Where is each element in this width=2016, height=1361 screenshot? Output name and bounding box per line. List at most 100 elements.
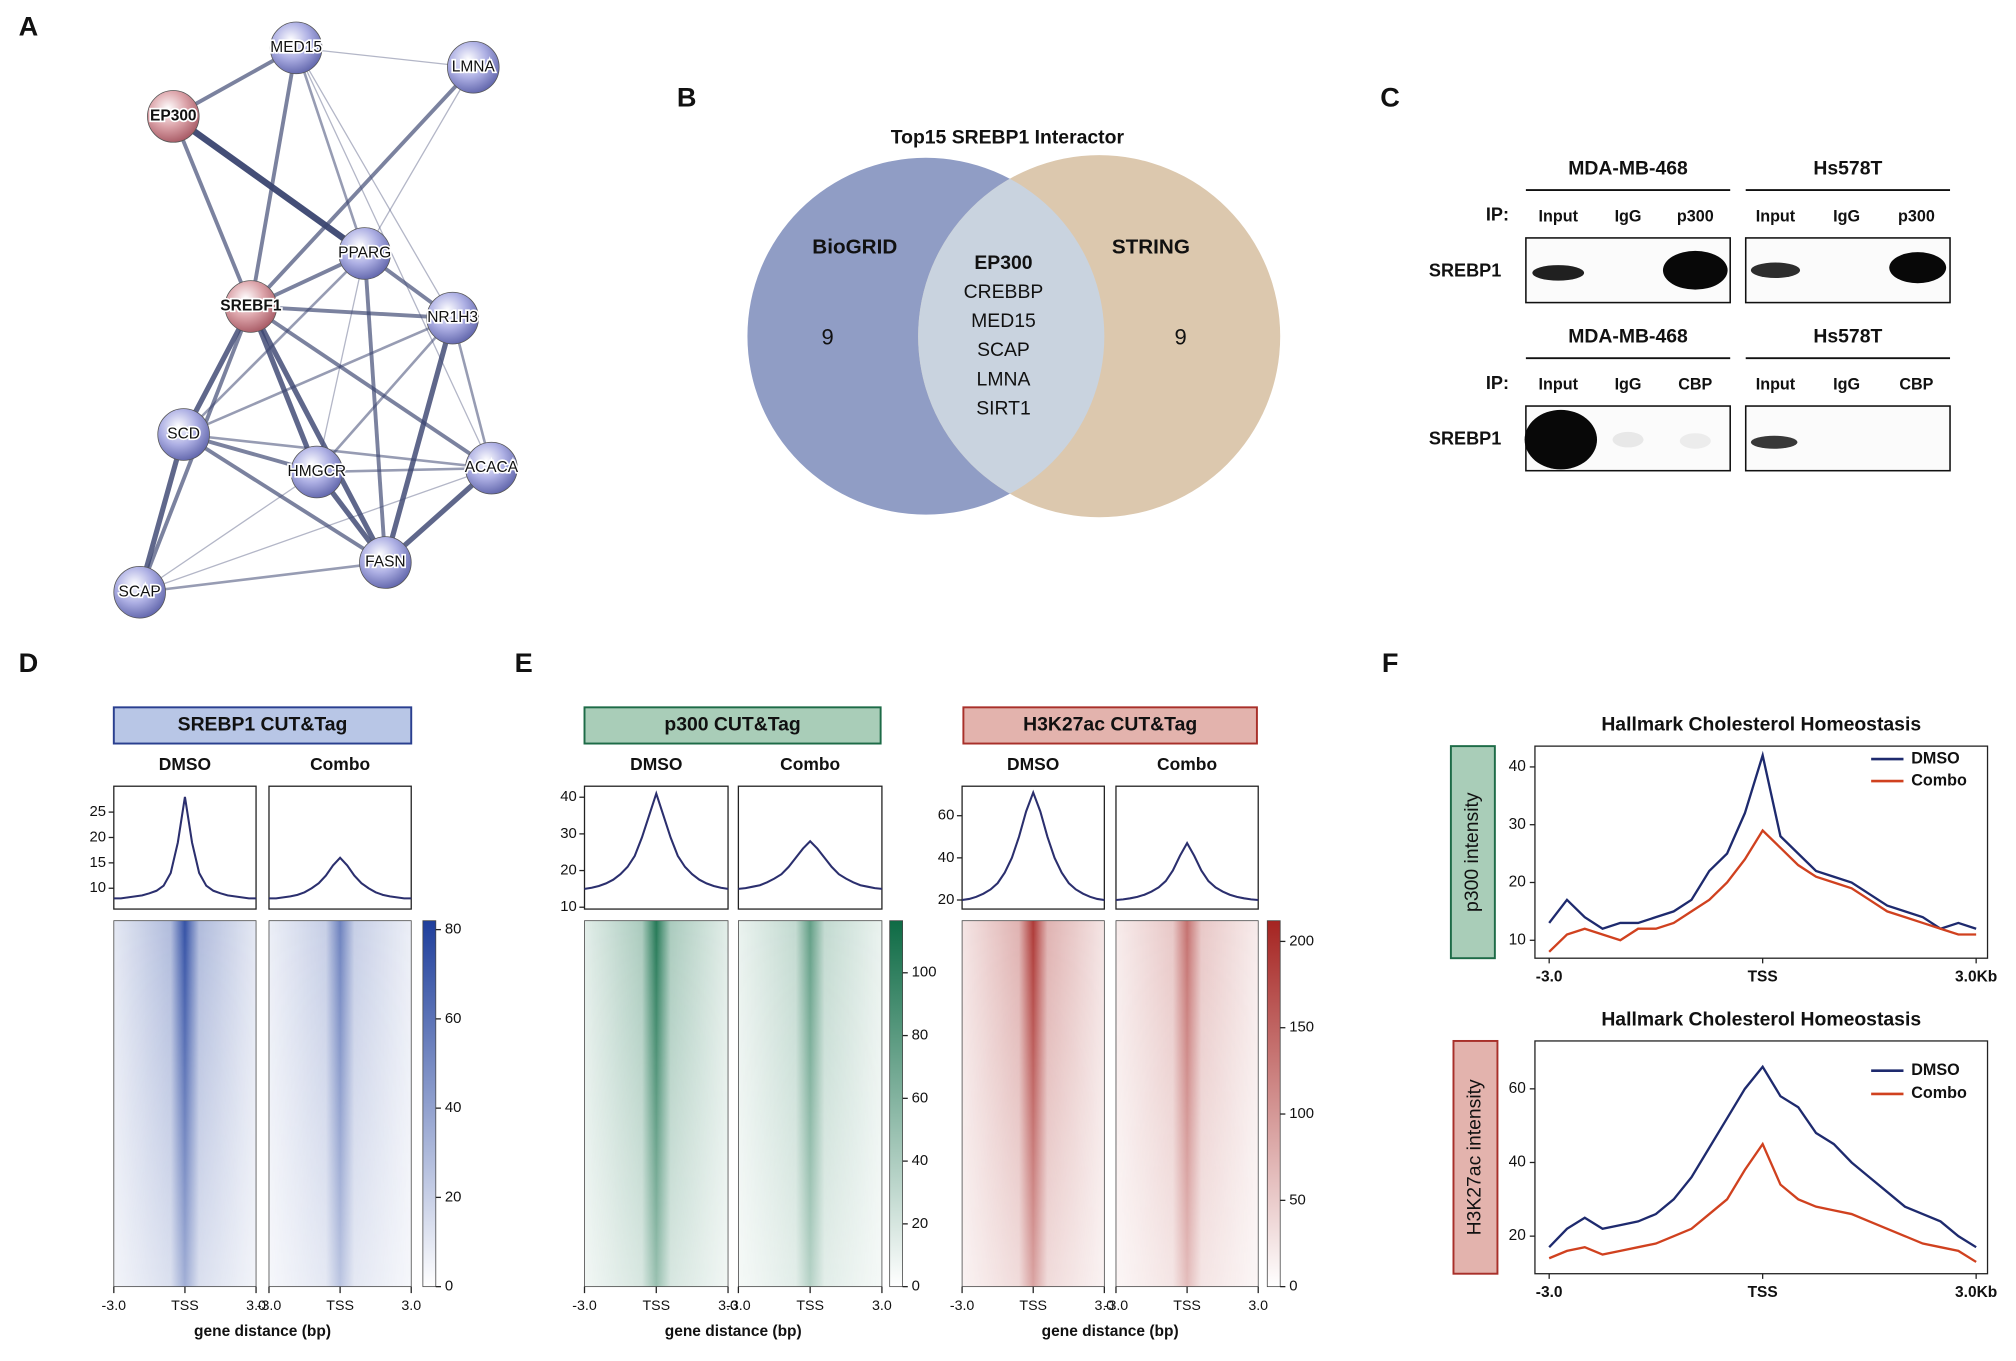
network-edge: [248, 47, 299, 307]
lane-label: Input: [1756, 376, 1796, 394]
blot-band: [1532, 265, 1585, 281]
heatmap-title: SREBP1 CUT&Tag: [178, 714, 348, 736]
heatmap-body: [113, 920, 257, 1287]
network-edge: [294, 47, 366, 254]
x-tick-label: TSS: [1173, 1298, 1201, 1314]
y-tick-label: 40: [560, 789, 577, 805]
y-tick-label: 30: [560, 826, 577, 842]
network-node: [359, 536, 412, 589]
colorbar-tick-label: 50: [1289, 1192, 1306, 1208]
panel-label: D: [19, 647, 39, 678]
node-label: PPARG: [338, 245, 391, 262]
venn-overlap: [918, 157, 1105, 515]
profile-frame: [113, 785, 257, 910]
heatmap-body: [962, 920, 1105, 1287]
condition-label: DMSO: [1007, 754, 1059, 774]
colorbar-tick-label: 40: [912, 1153, 929, 1169]
network-edge: [248, 305, 320, 473]
x-tick-label: -3.0: [1536, 1284, 1563, 1301]
lane-label: p300: [1898, 208, 1935, 226]
colorbar-tick-label: 20: [445, 1189, 462, 1205]
lane-label: Input: [1538, 208, 1578, 226]
x-tick-label: TSS: [326, 1298, 354, 1314]
network-node: [426, 291, 479, 345]
heatmap-title: p300 CUT&Tag: [664, 714, 800, 736]
ylabel-box: [1452, 1039, 1499, 1275]
colorbar-tick-label: 100: [912, 965, 937, 981]
y-tick-label: 10: [90, 880, 107, 896]
network-edge: [315, 317, 454, 473]
node-label: FASN: [365, 554, 405, 571]
x-tick-label: 3.0: [246, 1298, 266, 1314]
network-node: [338, 227, 391, 280]
venn-left-label: BioGRID: [812, 236, 897, 259]
network-node: [113, 565, 166, 619]
x-tick-label: TSS: [171, 1298, 199, 1314]
colorbar-tick-label: 80: [445, 922, 462, 938]
profile-line: [961, 789, 1105, 902]
blot-band: [1889, 252, 1947, 284]
legend-label: Combo: [1911, 771, 1967, 789]
network-edge: [139, 561, 386, 594]
venn-right-count: 9: [1175, 325, 1187, 350]
profile-frame: [583, 785, 729, 910]
line-series: [1548, 1141, 1977, 1263]
x-tick-label: TSS: [1748, 1284, 1778, 1301]
x-tick-label: 3.0: [1248, 1298, 1268, 1314]
profile-frame: [268, 785, 412, 910]
network-edge: [139, 471, 318, 593]
x-axis-label: gene distance (bp): [1042, 1323, 1179, 1340]
y-tick-label: 40: [1509, 758, 1527, 775]
blot-band: [1612, 431, 1644, 448]
network-edge: [171, 113, 367, 257]
ip-label: IP:: [1486, 373, 1509, 393]
blot-band: [1524, 409, 1598, 470]
ip-label: IP:: [1486, 205, 1509, 225]
venn-shared-item: EP300: [974, 252, 1032, 274]
profile-line: [738, 839, 883, 890]
venn-shared-item: CREBBP: [964, 281, 1044, 303]
venn-shared-item: SCAP: [977, 339, 1030, 361]
y-tick-label: 60: [1509, 1080, 1527, 1097]
venn-right-label: STRING: [1112, 236, 1190, 259]
condition-label: DMSO: [630, 754, 682, 774]
profile-line: [1115, 840, 1259, 902]
heatmap-title-box: [112, 706, 413, 745]
y-tick-label: 60: [938, 808, 955, 824]
y-tick-label: 30: [1509, 816, 1527, 833]
y-tick-label: 20: [938, 892, 955, 908]
ylabel-box: [1449, 745, 1496, 960]
lane-label: IgG: [1615, 208, 1642, 226]
network-edge: [183, 316, 454, 436]
y-tick-label: 40: [938, 850, 955, 866]
cell-line: MDA-MB-468: [1568, 326, 1688, 348]
network-edge: [182, 432, 387, 565]
plot-frame: [1534, 1040, 1989, 1275]
colorbar-tick-label: 100: [1289, 1106, 1314, 1122]
y-tick-label: 20: [1509, 1227, 1527, 1244]
y-tick-label: 20: [90, 829, 107, 845]
node-label: MED15: [270, 39, 322, 56]
x-tick-label: 3.0: [401, 1298, 421, 1314]
panel-label: B: [677, 82, 697, 113]
blot-band: [1679, 433, 1711, 449]
venn-title: Top15 SREBP1 Interactor: [891, 126, 1125, 148]
chart-title: Hallmark Cholesterol Homeostasis: [1601, 1008, 1921, 1030]
network-edge: [137, 433, 187, 593]
y-tick-label: 20: [560, 862, 577, 878]
profile-line: [268, 856, 412, 900]
heatmap-body: [584, 920, 729, 1287]
condition-label: DMSO: [159, 754, 211, 774]
blot-band: [1750, 435, 1798, 449]
network-edge: [248, 305, 388, 564]
network-edge: [249, 304, 493, 470]
heatmap-body: [738, 920, 882, 1287]
x-axis-label: gene distance (bp): [665, 1323, 802, 1340]
y-axis-label: H3K27ac intensity: [1464, 1079, 1486, 1235]
lane-label: IgG: [1833, 376, 1860, 394]
lane-label: IgG: [1615, 376, 1642, 394]
legend-label: DMSO: [1911, 749, 1959, 767]
cell-line: MDA-MB-468: [1568, 158, 1688, 180]
